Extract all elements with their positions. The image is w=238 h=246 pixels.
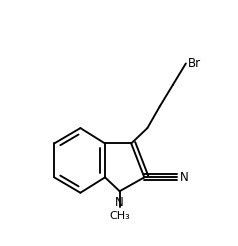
- Text: N: N: [180, 171, 188, 184]
- Text: Br: Br: [188, 57, 201, 70]
- Text: CH₃: CH₃: [109, 211, 130, 221]
- Text: N: N: [115, 196, 124, 209]
